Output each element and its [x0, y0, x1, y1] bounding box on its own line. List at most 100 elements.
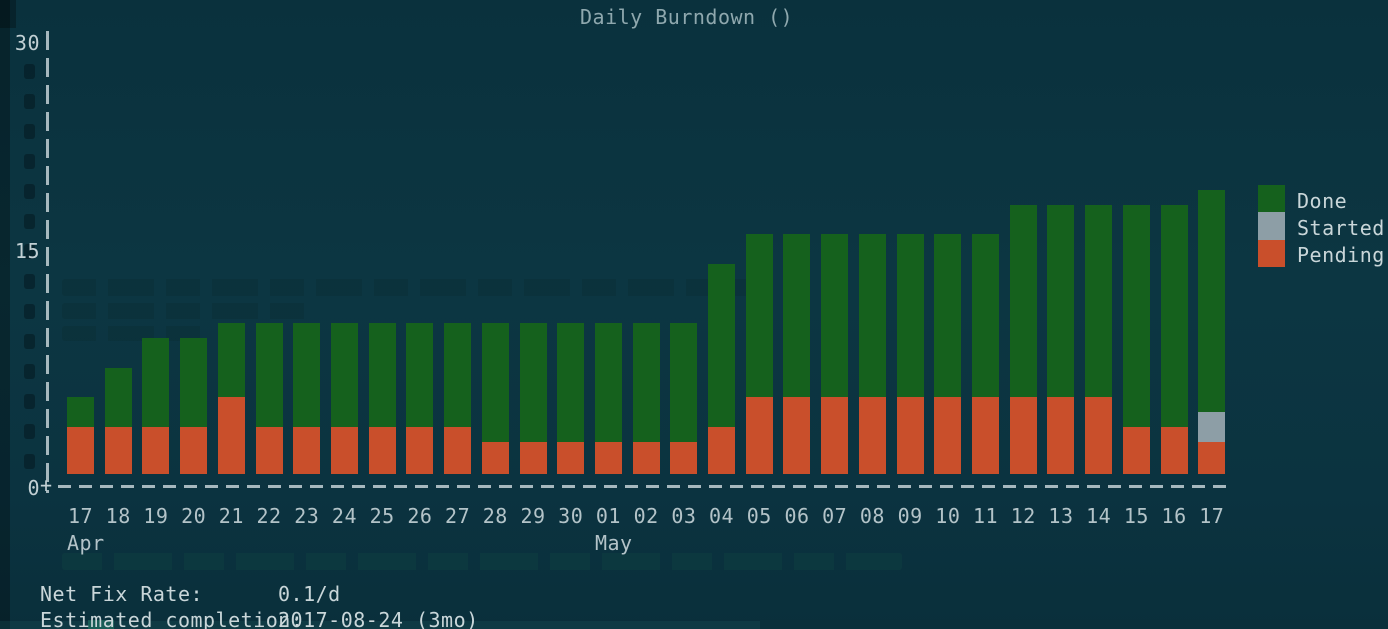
bar-segment-pending — [632, 441, 660, 474]
bar-segment-pending — [180, 426, 208, 474]
bar-segment-pending — [293, 426, 321, 474]
bar-segment-pending — [1198, 441, 1226, 474]
ghost-text-row-3 — [62, 326, 212, 341]
bar-apr-18 — [104, 367, 132, 474]
x-tick-label: 02 — [633, 504, 659, 528]
bar-segment-done — [1047, 204, 1075, 398]
bar-apr-22 — [255, 323, 283, 474]
legend-label-pending: Pending — [1297, 243, 1385, 267]
y-axis-line — [46, 31, 49, 493]
bar-segment-pending — [368, 426, 396, 474]
ghost-bullet-dot — [24, 244, 35, 259]
ghost-bullet-dot — [24, 64, 35, 79]
bar-apr-20 — [180, 338, 208, 474]
bar-segment-pending — [67, 426, 94, 474]
bar-may-08 — [858, 234, 886, 474]
bar-segment-done — [406, 323, 434, 427]
x-axis-line — [58, 485, 1234, 488]
x-tick-label: 28 — [482, 504, 508, 528]
ghost-bullet-dot — [24, 424, 35, 439]
bar-may-12 — [1009, 204, 1037, 474]
bar-may-13 — [1047, 204, 1075, 474]
bar-segment-done — [594, 323, 622, 442]
bar-segment-pending — [481, 441, 509, 474]
bar-may-01 — [594, 323, 622, 474]
x-tick-label: 15 — [1123, 504, 1149, 528]
bar-segment-pending — [1122, 426, 1150, 474]
ghost-bullet-dot — [24, 214, 35, 229]
bar-segment-done — [858, 234, 886, 398]
net-fix-rate-label: Net Fix Rate: — [40, 582, 204, 606]
bar-segment-done — [1198, 190, 1226, 412]
bar-segment-pending — [1009, 397, 1037, 474]
ghost-bullet-dot — [24, 274, 35, 289]
bar-may-05 — [745, 234, 773, 474]
bar-segment-done — [934, 234, 962, 398]
bar-segment-pending — [255, 426, 283, 474]
x-tick-label: 26 — [407, 504, 433, 528]
x-tick-label: 11 — [972, 504, 999, 528]
ghost-bullet-dot — [24, 154, 35, 169]
x-tick-label: 05 — [746, 504, 772, 528]
bar-segment-pending — [972, 397, 1000, 474]
legend-label-started: Started — [1297, 216, 1385, 240]
x-tick-label: 23 — [294, 504, 320, 528]
bottom-edge-strip — [0, 621, 760, 629]
bar-segment-done — [255, 323, 283, 427]
bar-segment-pending — [557, 441, 585, 474]
bar-may-15 — [1122, 204, 1150, 474]
bar-segment-done — [293, 323, 321, 427]
bar-segment-done — [67, 397, 94, 427]
bar-segment-done — [444, 323, 472, 427]
ghost-bullet-dot — [24, 394, 35, 409]
legend-swatch-done — [1258, 185, 1285, 212]
bar-may-04 — [708, 264, 736, 474]
ghost-bullet-dot — [24, 184, 35, 199]
ghost-bullet-dot — [24, 454, 35, 469]
ghost-text-row-2 — [62, 303, 312, 319]
ghost-text-row-1 — [62, 279, 762, 296]
bar-segment-pending — [217, 397, 245, 474]
ghost-bullet-dot — [24, 364, 35, 379]
bar-may-14 — [1085, 204, 1113, 474]
x-tick-label: 24 — [331, 504, 358, 528]
bar-may-11 — [972, 234, 1000, 474]
chart-title: Daily Burndown () — [580, 5, 794, 29]
bar-segment-pending — [708, 426, 736, 474]
bar-may-16 — [1160, 204, 1188, 474]
bar-segment-done — [670, 323, 698, 442]
x-tick-label: 21 — [218, 504, 244, 528]
bar-may-10 — [934, 234, 962, 474]
bar-segment-done — [632, 323, 660, 442]
bar-apr-23 — [293, 323, 321, 474]
bar-may-17 — [1198, 190, 1226, 474]
x-tick-label: 17 — [1199, 504, 1225, 528]
x-tick-label: 29 — [520, 504, 546, 528]
bar-segment-done — [896, 234, 924, 398]
x-tick-label: 17 — [67, 504, 94, 528]
bar-segment-done — [972, 234, 1000, 398]
legend-label-done: Done — [1297, 189, 1348, 213]
bar-segment-pending — [858, 397, 886, 474]
bar-segment-pending — [670, 441, 698, 474]
bar-apr-17 — [67, 397, 94, 474]
bar-segment-done — [557, 323, 585, 442]
bar-apr-26 — [406, 323, 434, 474]
bar-segment-pending — [1085, 397, 1113, 474]
bar-segment-pending — [519, 441, 547, 474]
bar-segment-done — [142, 338, 170, 427]
month-label-may: May — [594, 531, 633, 555]
bar-may-06 — [783, 234, 811, 474]
x-tick-label: 19 — [143, 504, 169, 528]
bar-segment-done — [1160, 204, 1188, 427]
bar-apr-29 — [519, 323, 547, 474]
x-tick-label: 04 — [709, 504, 735, 528]
x-tick-label: 13 — [1048, 504, 1074, 528]
x-tick-label: 30 — [558, 504, 584, 528]
net-fix-rate-value: 0.1/d — [278, 582, 341, 606]
bar-segment-pending — [444, 426, 472, 474]
bar-segment-done — [708, 264, 736, 427]
bar-segment-done — [330, 323, 358, 427]
x-tick-label: 12 — [1010, 504, 1036, 528]
bar-apr-28 — [481, 323, 509, 474]
